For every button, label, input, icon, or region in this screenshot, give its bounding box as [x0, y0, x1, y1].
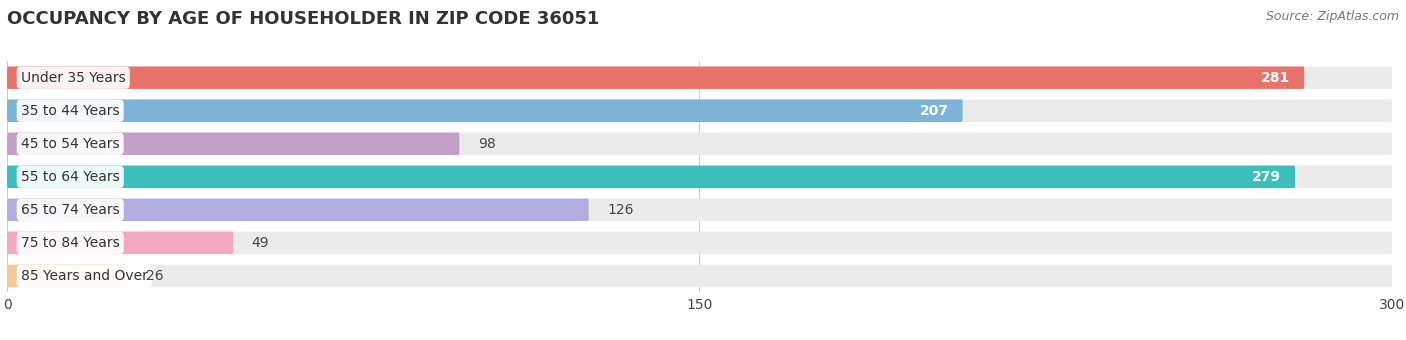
FancyBboxPatch shape [7, 100, 1392, 122]
Text: 65 to 74 Years: 65 to 74 Years [21, 203, 120, 217]
Text: 281: 281 [1261, 71, 1291, 85]
Text: 126: 126 [607, 203, 634, 217]
FancyBboxPatch shape [7, 100, 963, 122]
FancyBboxPatch shape [7, 67, 1305, 89]
FancyBboxPatch shape [7, 133, 460, 155]
Text: 26: 26 [146, 269, 163, 283]
FancyBboxPatch shape [7, 166, 1392, 188]
FancyBboxPatch shape [7, 166, 1295, 188]
FancyBboxPatch shape [7, 67, 1392, 89]
Text: 35 to 44 Years: 35 to 44 Years [21, 104, 120, 118]
FancyBboxPatch shape [7, 232, 233, 254]
FancyBboxPatch shape [7, 199, 589, 221]
FancyBboxPatch shape [7, 232, 1392, 254]
Text: 45 to 54 Years: 45 to 54 Years [21, 137, 120, 151]
Text: 75 to 84 Years: 75 to 84 Years [21, 236, 120, 250]
Text: OCCUPANCY BY AGE OF HOUSEHOLDER IN ZIP CODE 36051: OCCUPANCY BY AGE OF HOUSEHOLDER IN ZIP C… [7, 10, 599, 28]
Text: 55 to 64 Years: 55 to 64 Years [21, 170, 120, 184]
Text: 49: 49 [252, 236, 270, 250]
Text: 85 Years and Over: 85 Years and Over [21, 269, 148, 283]
Text: 98: 98 [478, 137, 496, 151]
Text: Under 35 Years: Under 35 Years [21, 71, 125, 85]
FancyBboxPatch shape [7, 199, 1392, 221]
FancyBboxPatch shape [7, 265, 1392, 287]
FancyBboxPatch shape [7, 265, 127, 287]
FancyBboxPatch shape [7, 133, 1392, 155]
Text: 279: 279 [1253, 170, 1281, 184]
Text: 207: 207 [920, 104, 949, 118]
Text: Source: ZipAtlas.com: Source: ZipAtlas.com [1265, 10, 1399, 23]
